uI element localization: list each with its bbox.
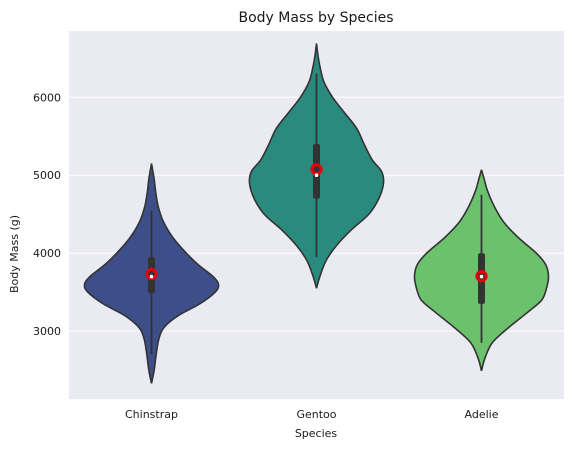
violin-iqr-box bbox=[313, 144, 320, 199]
violin-adelie bbox=[413, 166, 550, 372]
y-tick-label: 3000 bbox=[33, 325, 61, 338]
y-tick-label: 4000 bbox=[33, 247, 61, 260]
x-axis-label: Species bbox=[295, 427, 338, 440]
median-dot bbox=[149, 274, 154, 279]
chart-title: Body Mass by Species bbox=[239, 10, 394, 26]
y-tick-label: 5000 bbox=[33, 169, 61, 182]
y-axis-label: Body Mass (g) bbox=[8, 215, 21, 293]
violin-gentoo bbox=[248, 43, 385, 289]
violin-iqr-box bbox=[478, 253, 485, 304]
mean-marker bbox=[145, 267, 158, 281]
violins bbox=[83, 43, 550, 384]
violin-chinstrap bbox=[83, 163, 220, 384]
mean-marker bbox=[475, 270, 488, 283]
y-tick-label: 6000 bbox=[33, 91, 61, 104]
y-axis-ticks: 3000 4000 5000 6000 bbox=[33, 91, 61, 338]
x-tick-label: Chinstrap bbox=[125, 408, 178, 421]
median-dot bbox=[479, 274, 484, 279]
x-axis-ticks: Chinstrap Gentoo Adelie bbox=[125, 408, 499, 421]
x-tick-label: Adelie bbox=[465, 408, 499, 421]
x-tick-label: Gentoo bbox=[296, 408, 336, 421]
median-dot bbox=[314, 173, 319, 178]
